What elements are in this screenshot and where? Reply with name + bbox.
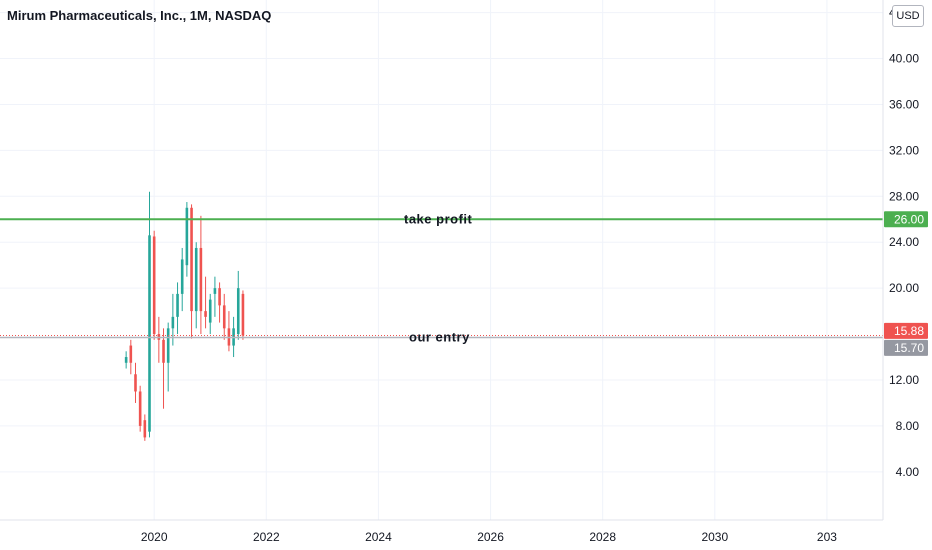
- last-price-tag: 15.88: [894, 324, 924, 338]
- y-tick-label: 20.00: [889, 281, 919, 295]
- y-tick-label: 28.00: [889, 189, 919, 203]
- y-tick-label: 8.00: [896, 419, 920, 433]
- x-tick-label: 2026: [477, 530, 504, 544]
- price-axis: 4.00 8.00 12.00 20.00 24.00 28.00 32.00 36.00 40…: [889, 6, 919, 479]
- entry-tag-bg: [884, 339, 928, 356]
- candle-body: [124, 357, 128, 363]
- annotations: take profit our entry: [404, 211, 473, 345]
- y-tick-label: 12.00: [889, 373, 919, 387]
- y-tick-label: 32.00: [889, 143, 919, 157]
- entry-label: our entry: [409, 330, 470, 345]
- x-tick-label: 2030: [701, 530, 728, 544]
- candle-body: [218, 288, 221, 306]
- candle-body: [162, 339, 165, 363]
- x-tick-label: 2020: [141, 530, 168, 544]
- x-tick-label: 203: [817, 530, 837, 544]
- candle-body: [166, 328, 170, 363]
- x-tick-label: 2024: [365, 530, 392, 544]
- take-profit-label: take profit: [404, 211, 473, 226]
- candle-body: [129, 345, 133, 363]
- candle-body: [241, 293, 245, 336]
- y-tick-label: 24.00: [889, 235, 919, 249]
- candles: [124, 191, 245, 441]
- candle-body: [190, 207, 193, 312]
- y-tick-label: 36.00: [889, 97, 919, 111]
- candle-body: [134, 374, 137, 392]
- x-tick-label: 2022: [253, 530, 280, 544]
- candle-body: [143, 420, 147, 438]
- take-profit-tag: 26.00: [894, 212, 924, 226]
- grid-lines: [0, 0, 883, 520]
- candle-body: [208, 299, 212, 323]
- candle-body: [236, 288, 240, 335]
- x-tick-label: 2028: [589, 530, 616, 544]
- candle-body: [138, 391, 142, 426]
- y-tick-label: 4.00: [896, 465, 920, 479]
- entry-tag: 15.70: [894, 341, 924, 355]
- candle-body: [199, 247, 203, 312]
- candle-body: [176, 293, 179, 317]
- candle-body: [180, 259, 184, 294]
- currency-button[interactable]: USD: [892, 5, 924, 27]
- candle-body: [204, 311, 207, 317]
- time-axis: 2020 2022 2024 2026 2028 2030 203: [141, 530, 837, 544]
- candle-body: [222, 305, 226, 329]
- chart-title: Mirum Pharmaceuticals, Inc., 1M, NASDAQ: [7, 8, 272, 23]
- candle-body: [213, 288, 217, 294]
- take-profit-tag-bg: [884, 211, 928, 228]
- y-tick-label: 40.00: [889, 52, 919, 66]
- candle-body: [152, 236, 156, 335]
- candle-body: [171, 316, 175, 329]
- candle-body: [194, 247, 198, 312]
- candle-body: [185, 207, 189, 266]
- price-tags: 26.00 15.88 15.70: [884, 211, 928, 356]
- horizontal-lines: [0, 218, 883, 339]
- candle-body: [148, 235, 151, 432]
- last-price-tag-bg: [884, 322, 928, 339]
